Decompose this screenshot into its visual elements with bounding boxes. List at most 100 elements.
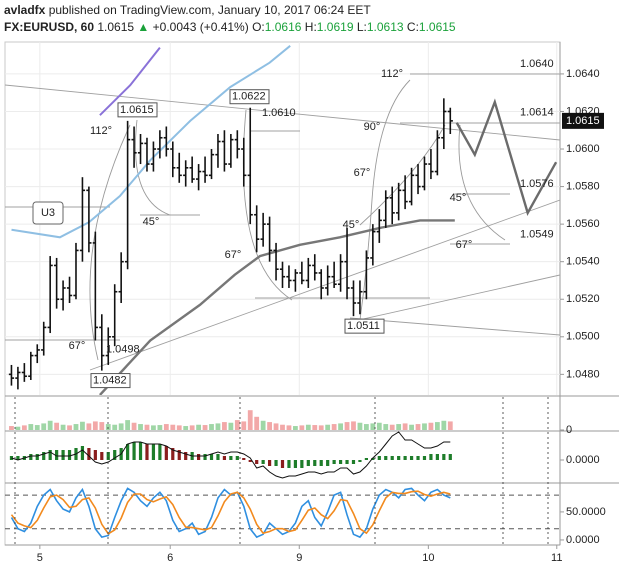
macd-histogram <box>113 450 117 460</box>
price-label: 1.0615 <box>120 104 154 116</box>
fib-arc <box>359 124 446 226</box>
open: 1.0616 <box>264 20 302 34</box>
macd-histogram <box>371 458 375 460</box>
volume-bar <box>92 421 98 430</box>
macd-histogram <box>42 452 46 460</box>
macd-histogram <box>126 444 130 460</box>
y-tick-label: 1.0580 <box>566 180 600 192</box>
macd-histogram <box>171 448 175 460</box>
open-label: O: <box>252 20 265 34</box>
volume-bar <box>280 424 285 430</box>
y-tick-label: 1.0480 <box>566 368 600 380</box>
volume-bar <box>344 422 350 430</box>
volume-bar <box>67 425 72 430</box>
volume-bar <box>157 425 163 430</box>
price-label: 1.0498 <box>106 343 140 355</box>
indicator-panels <box>5 397 560 545</box>
macd-histogram <box>55 450 59 460</box>
y-tick-label: 0 <box>566 424 572 436</box>
fib-arc <box>134 119 171 216</box>
moving-average <box>99 219 455 395</box>
volume-bar <box>370 423 376 430</box>
macd-histogram <box>9 456 14 460</box>
macd-histogram <box>29 454 33 460</box>
macd-histogram <box>203 454 207 460</box>
macd-histogram <box>229 456 233 460</box>
volume-bar <box>34 425 40 430</box>
up-arrow: ▲ <box>137 20 150 34</box>
y-tick-label: 1.0600 <box>566 143 600 155</box>
volume-bar <box>112 424 118 430</box>
volume-bar <box>196 424 202 430</box>
volume-bar <box>118 423 124 430</box>
volume-bar <box>21 425 27 430</box>
macd-histogram <box>132 442 136 460</box>
last-price-label: 1.0615 <box>566 115 600 127</box>
volume-bar <box>222 422 227 430</box>
volume-bar <box>305 424 311 430</box>
angle-label: 112° <box>90 125 112 137</box>
volume-bar <box>86 423 92 430</box>
macd-histogram <box>184 452 188 460</box>
price-label-box <box>117 102 158 118</box>
volume-bar <box>389 424 395 430</box>
angle-label: 45° <box>343 219 360 231</box>
y-tick-label: 1.0500 <box>566 331 600 343</box>
volume-bar <box>125 420 131 430</box>
macd-histogram <box>145 444 149 460</box>
macd-histogram <box>300 460 304 468</box>
macd-histogram <box>326 460 330 466</box>
macd-histogram <box>364 458 368 460</box>
last-price: 1.0615 <box>97 20 135 34</box>
close-label: C: <box>406 20 419 34</box>
fib-arc <box>458 124 506 241</box>
axes: 1.0480 1.0500 1.0520 1.0540 1.0560 1.0580 1.06… <box>37 68 606 564</box>
macd-histogram <box>306 460 310 466</box>
volume-bar <box>247 410 253 430</box>
macd-histogram <box>216 454 220 460</box>
macd-histogram <box>222 456 227 460</box>
volume-bar <box>351 421 356 430</box>
x-tick-label: 6 <box>167 552 173 564</box>
macd-histogram <box>35 454 39 460</box>
trend-line <box>349 317 560 336</box>
y-tick-label: 1.0520 <box>566 293 600 305</box>
header-line: FX:EURUSD, 60 1.0615 ▲ +0.0043 (+0.41%) … <box>4 19 456 36</box>
volume-bar <box>131 422 137 430</box>
volume-bar <box>318 425 324 430</box>
macd-histogram <box>442 454 446 460</box>
macd-histogram <box>248 460 252 462</box>
wave-label: U3 <box>41 207 55 219</box>
macd-histogram <box>255 460 259 464</box>
macd-histogram <box>319 460 323 466</box>
macd-histogram <box>416 456 420 460</box>
volume-bar <box>357 422 363 430</box>
angle-label: 112° <box>381 68 403 80</box>
volume-bar <box>338 423 343 430</box>
macd-histogram <box>429 454 433 460</box>
volume-bar <box>41 423 47 430</box>
macd-histogram <box>80 446 85 460</box>
volume-bar <box>312 425 318 430</box>
price-label-box <box>344 318 385 334</box>
angle-label: 90° <box>364 121 381 133</box>
macd-histogram <box>403 456 407 460</box>
volume-bar <box>99 422 105 430</box>
volume-bar <box>138 424 143 430</box>
volume-bar <box>273 423 279 430</box>
macd-histogram <box>242 458 246 460</box>
stoch-line <box>10 490 451 535</box>
macd-histogram <box>177 450 181 460</box>
macd-histogram <box>338 460 343 464</box>
macd-line <box>11 431 451 479</box>
volume-bar <box>54 422 60 430</box>
macd-histogram <box>235 456 239 460</box>
volume-bar <box>293 426 298 430</box>
volume-bar <box>15 426 21 430</box>
projection-path <box>455 98 558 216</box>
macd-histogram <box>351 460 356 464</box>
y-tick-label: 50.0000 <box>566 506 606 518</box>
price-label: 1.0511 <box>347 320 380 332</box>
volume-bar <box>80 421 85 430</box>
